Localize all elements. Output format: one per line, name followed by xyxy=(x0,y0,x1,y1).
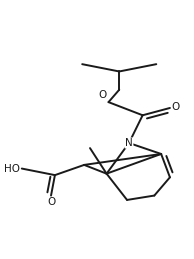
Text: N: N xyxy=(125,138,133,148)
Text: HO: HO xyxy=(4,163,20,174)
Text: O: O xyxy=(98,90,107,100)
Text: O: O xyxy=(47,197,55,207)
Text: O: O xyxy=(172,102,180,112)
